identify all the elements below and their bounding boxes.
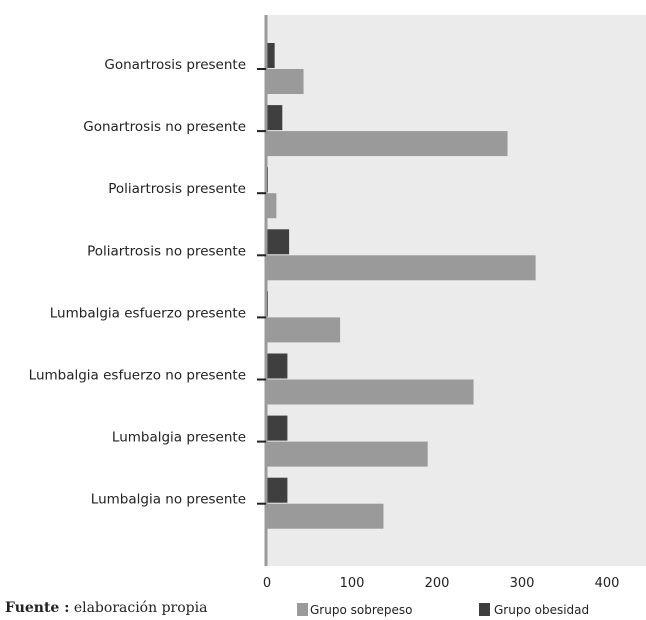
- bar-obesidad-8: [267, 477, 288, 503]
- category-label-7: Lumbalgia presente: [112, 430, 246, 446]
- source-label: Fuente :: [5, 600, 70, 616]
- source-text: elaboración propia: [69, 600, 208, 616]
- bar-obesidad-4: [267, 229, 290, 255]
- legend-label-2: Grupo obesidad: [494, 603, 589, 617]
- bar-obesidad-7: [267, 415, 288, 441]
- legend-swatch-2: [479, 603, 490, 616]
- bar-sobrepeso-4: [267, 255, 536, 281]
- bar-obesidad-6: [267, 353, 288, 379]
- x-tick-label-0: 0: [263, 576, 271, 591]
- bar-sobrepeso-2: [267, 131, 508, 157]
- x-tick-label-200: 200: [425, 576, 450, 591]
- bar-obesidad-2: [267, 105, 283, 131]
- category-label-3: Poliartrosis presente: [108, 181, 246, 197]
- legend-swatch-1: [297, 603, 308, 616]
- category-label-5: Lumbalgia esfuerzo presente: [50, 305, 246, 321]
- category-label-4: Poliartrosis no presente: [87, 243, 246, 259]
- bar-sobrepeso-7: [267, 441, 428, 467]
- source-note: Fuente : elaboración propia: [5, 600, 207, 616]
- category-label-1: Gonartrosis presente: [104, 57, 246, 73]
- x-tick-label-300: 300: [510, 576, 535, 591]
- bar-obesidad-1: [267, 43, 275, 68]
- bar-sobrepeso-1: [267, 69, 304, 94]
- x-tick-label-400: 400: [595, 576, 620, 591]
- legend-label-1: Grupo sobrepeso: [310, 603, 412, 617]
- plot-area: [265, 15, 646, 566]
- bar-sobrepeso-5: [267, 317, 341, 343]
- bar-sobrepeso-6: [267, 379, 474, 405]
- category-label-2: Gonartrosis no presente: [83, 119, 246, 135]
- bar-sobrepeso-8: [267, 503, 384, 529]
- bar-sobrepeso-3: [267, 193, 277, 219]
- x-tick-label-100: 100: [340, 576, 365, 591]
- category-label-8: Lumbalgia no presente: [91, 492, 246, 508]
- category-label-6: Lumbalgia esfuerzo no presente: [29, 368, 246, 384]
